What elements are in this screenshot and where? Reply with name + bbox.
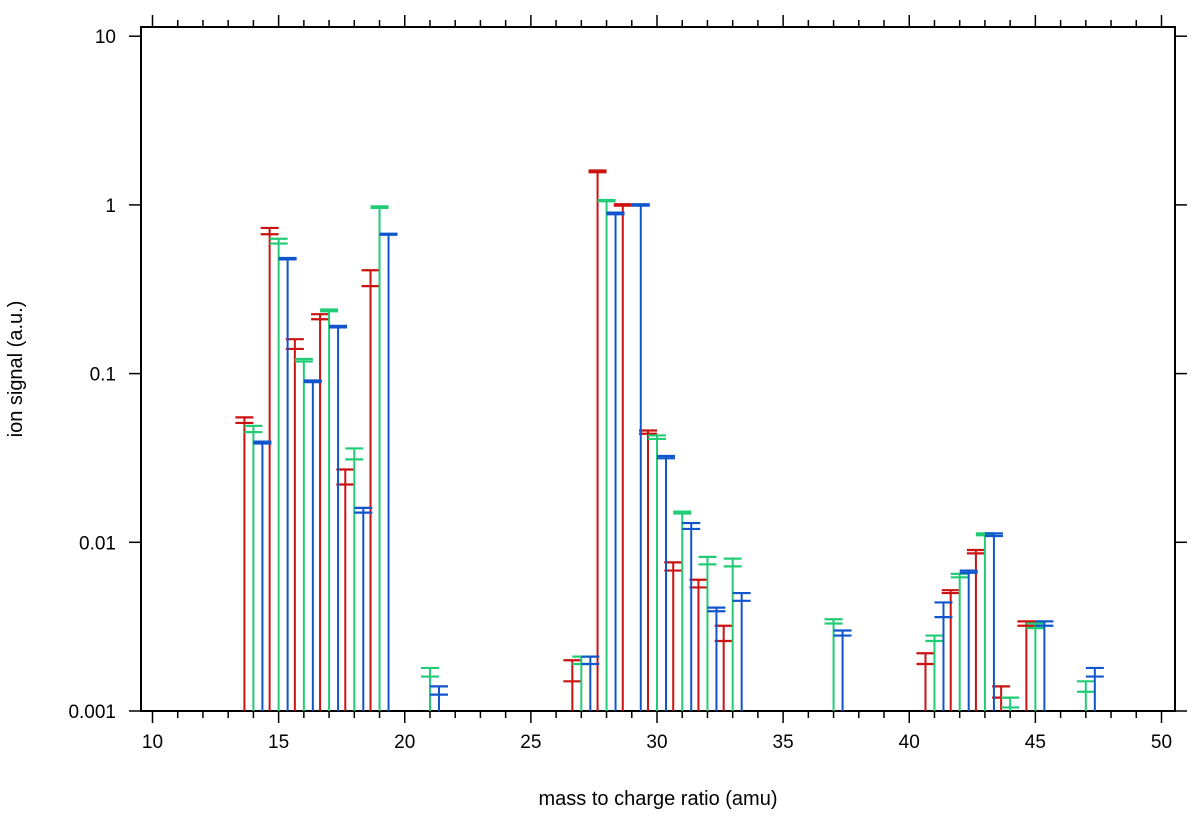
tick-labels-layer: 10 15 20 25 30 35 40 45 50 0.001 0.01 0.1 1 10: [68, 27, 1172, 753]
spectrum-stick-mz-45: [1035, 620, 1054, 711]
spectrum-stick-mz-44: [1001, 696, 1020, 711]
spectrum-stick-mz-18: [345, 447, 364, 711]
spectrum-stick-mz-30: [648, 434, 666, 711]
spectrum-stick-mz-16: [294, 357, 313, 711]
spectrum-stick-mz-32: [689, 578, 708, 711]
spectrum-stick-mz-33: [714, 624, 733, 711]
spectrum-stick-mz-37: [824, 618, 843, 711]
series-3: [253, 203, 1104, 711]
spectrum-stick-mz-18: [354, 506, 373, 711]
spectrum-stick-mz-28: [606, 211, 625, 711]
ticks-layer: [129, 15, 1187, 723]
spectrum-stick-mz-45: [1017, 620, 1036, 711]
spectrum-stick-mz-47: [1076, 680, 1095, 711]
spectrum-stick-mz-14: [244, 424, 263, 711]
spectrum-stick-mz-42: [950, 572, 969, 711]
x-tick-label: 45: [1025, 732, 1046, 753]
x-axis-label: mass to charge ratio (amu): [539, 788, 778, 810]
spectrum-stick-mz-19: [370, 205, 389, 711]
spectrum-stick-mz-42: [959, 569, 978, 711]
x-tick-label: 15: [268, 732, 289, 753]
y-tick-label: 10: [95, 27, 116, 48]
spectrum-stick-mz-43: [984, 532, 1003, 711]
spectrum-stick-mz-14: [253, 440, 272, 711]
x-tick-label: 20: [394, 732, 415, 753]
spectrum-stick-mz-17: [329, 324, 348, 711]
spectrum-stick-mz-21: [429, 685, 448, 711]
y-tick-label: 0.01: [79, 533, 116, 554]
spectrum-stick-mz-33: [732, 591, 751, 711]
series-1: [235, 169, 1036, 711]
spectrum-stick-mz-27: [581, 655, 600, 711]
spectrum-stick-mz-37: [833, 629, 852, 711]
spectrum-stick-mz-31: [682, 521, 701, 711]
spectrum-stick-mz-28: [588, 169, 607, 711]
spectrum-stick-mz-41: [934, 601, 953, 711]
spectrum-stick-mz-29: [613, 203, 632, 711]
spectrum-stick-mz-21: [420, 666, 439, 711]
spectrum-stick-mz-31: [673, 510, 692, 711]
spectrum-stick-mz-16: [285, 338, 304, 711]
spectrum-stick-mz-14: [235, 416, 254, 711]
spectrum-stick-mz-18: [336, 468, 355, 711]
spectrum-stick-mz-28: [597, 198, 616, 711]
x-tick-label: 30: [646, 732, 667, 753]
x-tick-label: 50: [1151, 732, 1172, 753]
spectrum-stick-mz-42: [941, 589, 960, 711]
x-tick-label: 10: [142, 732, 163, 753]
spectrum-stick-mz-16: [303, 379, 322, 711]
spectrum-stick-mz-30: [639, 429, 657, 711]
y-tick-label: 0.1: [90, 365, 116, 386]
spectrum-stick-mz-19: [379, 232, 398, 711]
y-tick-label: 0.001: [68, 702, 116, 723]
spectrum-stick-mz-17: [320, 308, 339, 711]
spectrum-stick-mz-15: [278, 256, 297, 711]
spectrum-stick-mz-32: [707, 606, 726, 711]
spectrum-stick-mz-32: [698, 555, 717, 711]
spectrum-stick-mz-29: [631, 203, 650, 711]
spectrum-stick-mz-15: [260, 226, 279, 711]
spectrum-stick-mz-41: [916, 652, 935, 711]
x-tick-label: 25: [520, 732, 541, 753]
spectrum-stick-mz-41: [925, 634, 944, 711]
spectrum-stick-mz-19: [361, 269, 380, 711]
spectrum-stick-mz-43: [966, 548, 985, 711]
bars-layer: [235, 169, 1104, 711]
spectrum-stick-mz-47: [1085, 666, 1104, 711]
spectrum-stick-mz-31: [664, 561, 683, 711]
x-tick-label: 40: [899, 732, 920, 753]
spectrum-stick-mz-15: [269, 237, 288, 711]
spectrum-stick-mz-45: [1026, 622, 1045, 711]
y-axis-label: ion signal (a.u.): [5, 301, 27, 438]
series-2: [244, 198, 1095, 711]
spectrum-stick-mz-43: [975, 532, 994, 711]
y-tick-label: 1: [105, 196, 116, 217]
spectrum-stick-mz-33: [723, 557, 742, 711]
spectrum-stick-mz-30: [657, 454, 675, 711]
x-tick-label: 35: [773, 732, 794, 753]
spectrum-stick-mz-27: [563, 659, 582, 711]
